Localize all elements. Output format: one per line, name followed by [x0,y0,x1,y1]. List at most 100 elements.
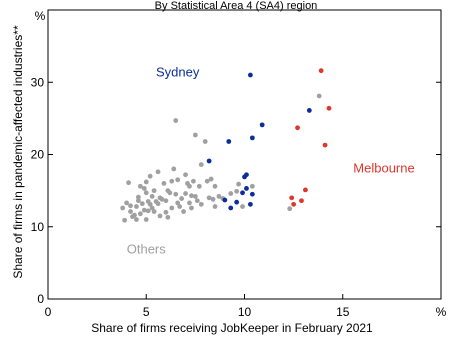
point-others [228,191,234,196]
y-axis-ticks: 0 10 20 30 [31,75,441,306]
point-others [167,190,173,196]
point-melbourne [318,68,324,74]
point-others [196,183,202,189]
point-others [137,183,143,189]
point-others [216,194,222,199]
point-others [177,204,183,209]
point-others [163,209,169,215]
point-others [287,206,293,212]
point-others [179,196,185,201]
data-points [120,68,332,223]
point-others [198,201,204,207]
point-melbourne [322,142,328,148]
point-melbourne [303,187,308,193]
point-others [139,201,145,207]
point-others [183,172,188,178]
point-others [145,208,151,214]
point-others [189,205,194,211]
plot-frame [47,9,442,300]
point-others [124,200,129,206]
point-others [143,179,149,185]
x-axis-ticks: 0 5 10 15 [45,294,350,319]
point-sydney [247,72,253,78]
y-tick-label: 20 [31,148,45,162]
point-others [212,204,218,209]
point-others [165,214,171,220]
point-sydney [249,135,255,141]
x-tick-label: 5 [143,305,150,319]
y-unit-label: % [35,9,46,23]
point-others [210,196,216,202]
point-others [181,209,186,214]
point-sydney [228,205,234,211]
point-others [192,132,198,138]
point-melbourne [326,105,332,111]
point-others [134,204,139,209]
point-others [204,178,210,184]
point-others [155,169,161,175]
point-others [175,177,181,183]
point-others [143,190,149,196]
point-sydney [249,191,255,197]
point-others [157,213,163,219]
point-others [169,205,175,211]
series-labels: Sydney Melbourne Others [127,64,415,256]
point-others [187,200,192,206]
point-others [202,139,208,144]
point-melbourne [295,125,300,131]
point-sydney [247,201,253,207]
point-others [128,209,133,214]
x-tick-label: 0 [45,305,52,319]
point-melbourne [299,198,304,204]
point-sydney [244,172,249,178]
point-others [149,205,155,211]
point-others [149,194,155,199]
point-others [208,176,214,182]
point-sydney [244,186,249,191]
point-others [191,178,196,184]
chart-subtitle: By Statistical Area 4 (SA4) region [155,0,318,12]
point-others [194,198,200,204]
point-others [151,188,157,194]
point-others [234,188,240,194]
point-others [141,207,147,213]
point-others [198,162,204,168]
point-others [122,217,128,223]
y-tick-label: 10 [31,220,45,234]
x-tick-label: 15 [336,305,350,319]
y-axis-title: Share of firms in pandemic-affected indu… [11,25,25,279]
point-others [163,198,169,204]
point-others [147,173,153,179]
point-others [128,203,133,209]
x-tick-label: 10 [238,305,252,319]
point-others [137,211,143,217]
point-others [189,193,194,199]
point-sydney [240,190,245,196]
point-others [135,198,141,204]
point-others [212,183,218,189]
x-axis-title: Share of firms receiving JobKeeper in Fe… [91,321,373,335]
point-sydney [259,122,265,128]
label-melbourne: Melbourne [353,161,414,176]
point-others [169,178,175,184]
point-others [183,191,188,196]
point-others [135,194,141,200]
point-others [159,196,165,202]
point-others [161,181,167,186]
point-others [147,201,153,207]
label-others: Others [127,241,167,256]
point-others [175,200,181,206]
point-others [240,204,245,209]
point-others [206,195,212,201]
point-sydney [226,139,232,144]
point-others [132,212,137,218]
label-sydney: Sydney [156,64,200,79]
point-sydney [206,158,212,164]
y-tick-label: 30 [31,75,45,89]
point-others [141,186,147,191]
point-others [120,205,126,211]
point-others [171,166,177,172]
point-melbourne [291,201,297,207]
point-others [187,183,192,189]
